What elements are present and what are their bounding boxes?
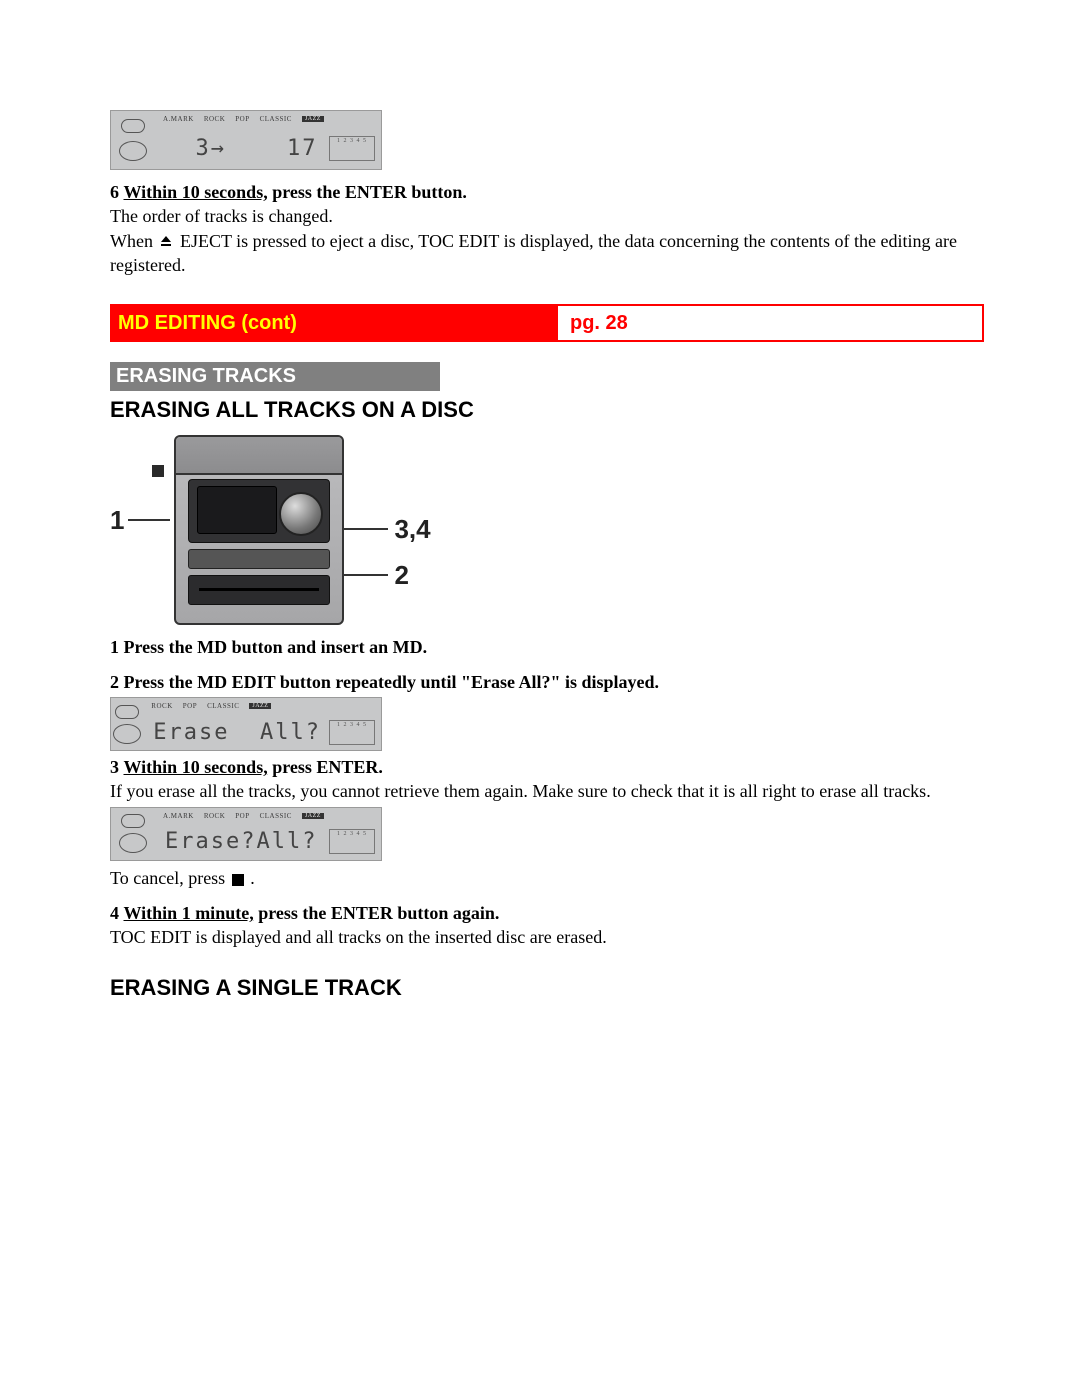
lcd-mode-label: CLASSIC (260, 812, 292, 820)
lcd-mode-label: ROCK (204, 812, 225, 820)
lcd-mode-label: ROCK (151, 702, 172, 710)
body-text: If you erase all the tracks, you cannot … (110, 780, 980, 803)
lcd-track-grid: 1 2 3 4 5 (329, 720, 375, 745)
body-text-fragment: To cancel, press (110, 868, 230, 888)
lcd-disc-icons (111, 808, 155, 860)
step-bold: Press the MD button and insert an MD. (124, 637, 428, 657)
banner-title: MD EDITING (cont) (112, 306, 558, 340)
step-bold: Press the MD EDIT button repeatedly unti… (124, 672, 660, 692)
lcd-mode-label: A.MARK (163, 115, 194, 123)
body-text-fragment: When (110, 231, 157, 251)
stop-icon (232, 874, 244, 886)
subsection-header: ERASING TRACKS (110, 362, 440, 391)
lcd-mode-label: POP (235, 812, 249, 820)
step-number: 1 (110, 637, 119, 657)
lcd-main-text: Erase All? (143, 720, 321, 745)
step-bold: press ENTER. (272, 757, 383, 777)
lcd-mode-label: CLASSIC (260, 115, 292, 123)
manual-page: A.MARK ROCK POP CLASSIC JAZZ 3→ 17 1 2 3… (0, 0, 1080, 1397)
section-banner: MD EDITING (cont) pg. 28 (110, 304, 984, 342)
step-underlined: Within 10 seconds, (124, 757, 268, 777)
stop-icon (152, 465, 164, 477)
lcd-display-1: A.MARK ROCK POP CLASSIC JAZZ 3→ 17 1 2 3… (110, 110, 382, 170)
lcd-mode-row: ROCK POP CLASSIC JAZZ (143, 698, 381, 714)
lcd-mode-active: JAZZ (302, 116, 324, 122)
lcd-mode-label: ROCK (204, 115, 225, 123)
body-text: When EJECT is pressed to eject a disc, T… (110, 230, 980, 277)
leader-line (128, 519, 170, 521)
lcd-mode-label: CLASSIC (207, 702, 239, 710)
step-bold: press the ENTER button. (272, 182, 467, 202)
callout-right-top: 3,4 (394, 514, 430, 545)
step-underlined: Within 1 minute, (124, 903, 254, 923)
lcd-mode-row: A.MARK ROCK POP CLASSIC JAZZ (155, 808, 381, 824)
lcd-display-2: ROCK POP CLASSIC JAZZ Erase All? 1 2 3 4… (110, 697, 382, 751)
callout-left: 1 (110, 505, 124, 536)
callout-right-bottom: 2 (394, 560, 408, 591)
step-bold: press the ENTER button again. (258, 903, 499, 923)
step-2: 2 Press the MD EDIT button repeatedly un… (110, 672, 980, 693)
body-text: The order of tracks is changed. (110, 205, 980, 228)
leader-line (344, 528, 388, 530)
stereo-device (174, 435, 344, 625)
step-3: 3 Within 10 seconds, press ENTER. (110, 757, 980, 778)
section-heading: ERASING ALL TRACKS ON A DISC (110, 397, 980, 423)
lcd-mode-active: JAZZ (249, 703, 271, 709)
lcd-display-3: A.MARK ROCK POP CLASSIC JAZZ Erase?All? … (110, 807, 382, 861)
step-number: 2 (110, 672, 119, 692)
step-number: 3 (110, 757, 119, 777)
body-text: TOC EDIT is displayed and all tracks on … (110, 926, 980, 949)
step-4: 4 Within 1 minute, press the ENTER butto… (110, 903, 980, 924)
step-number: 4 (110, 903, 119, 923)
step-1: 1 Press the MD button and insert an MD. (110, 637, 980, 658)
section-heading: ERASING A SINGLE TRACK (110, 975, 980, 1001)
lcd-mode-row: A.MARK ROCK POP CLASSIC JAZZ (155, 111, 381, 127)
lcd-disc-icons (111, 698, 143, 750)
cancel-text: To cancel, press . (110, 867, 980, 890)
body-text-fragment: EJECT is pressed to eject a disc, TOC ED… (110, 231, 957, 275)
body-text-fragment: . (250, 868, 255, 888)
step-number: 6 (110, 182, 119, 202)
lcd-disc-icons (111, 111, 155, 169)
lcd-mode-active: JAZZ (302, 813, 324, 819)
step-6: 6 Within 10 seconds, press the ENTER but… (110, 182, 980, 203)
banner-page-ref: pg. 28 (558, 306, 982, 340)
lcd-track-grid: 1 2 3 4 5 (329, 136, 375, 161)
lcd-main-text: Erase?All? (155, 829, 321, 854)
lcd-mode-label: POP (235, 115, 249, 123)
step-underlined: Within 10 seconds, (124, 182, 268, 202)
lcd-mode-label: POP (183, 702, 197, 710)
lcd-track-grid: 1 2 3 4 5 (329, 829, 375, 854)
device-illustration: 1 3,4 2 (110, 435, 980, 625)
lcd-main-text: 3→ 17 (155, 136, 321, 161)
eject-icon (159, 231, 173, 254)
leader-line (344, 574, 388, 576)
lcd-mode-label: A.MARK (163, 812, 194, 820)
